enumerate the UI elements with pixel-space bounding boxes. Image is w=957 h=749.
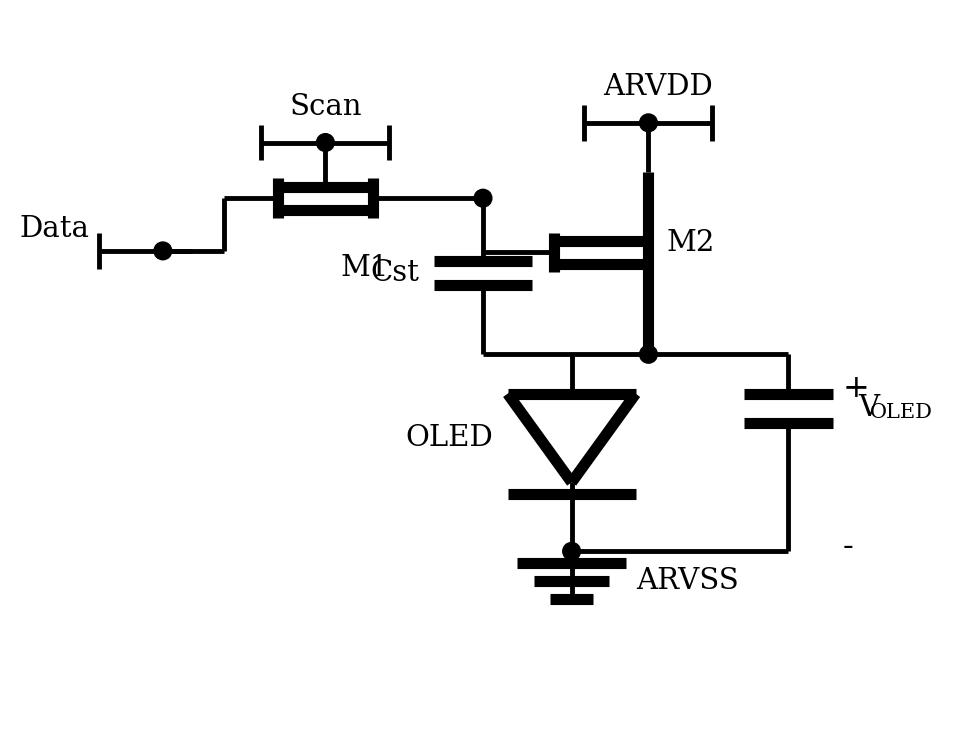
Circle shape xyxy=(563,542,581,560)
Text: M1: M1 xyxy=(340,254,389,282)
Text: -: - xyxy=(842,531,854,562)
Text: Scan: Scan xyxy=(289,93,362,121)
Circle shape xyxy=(474,189,492,207)
Circle shape xyxy=(154,242,171,260)
Text: V: V xyxy=(858,395,879,422)
Text: ARVDD: ARVDD xyxy=(604,73,713,101)
Text: +: + xyxy=(842,373,869,404)
Text: OLED: OLED xyxy=(870,403,933,422)
Circle shape xyxy=(639,114,657,132)
Text: OLED: OLED xyxy=(405,424,493,452)
Circle shape xyxy=(317,133,334,151)
Circle shape xyxy=(639,345,657,363)
Text: M2: M2 xyxy=(666,228,715,256)
Text: Data: Data xyxy=(19,215,89,243)
Text: ARVSS: ARVSS xyxy=(635,567,739,595)
Text: Cst: Cst xyxy=(370,259,419,287)
